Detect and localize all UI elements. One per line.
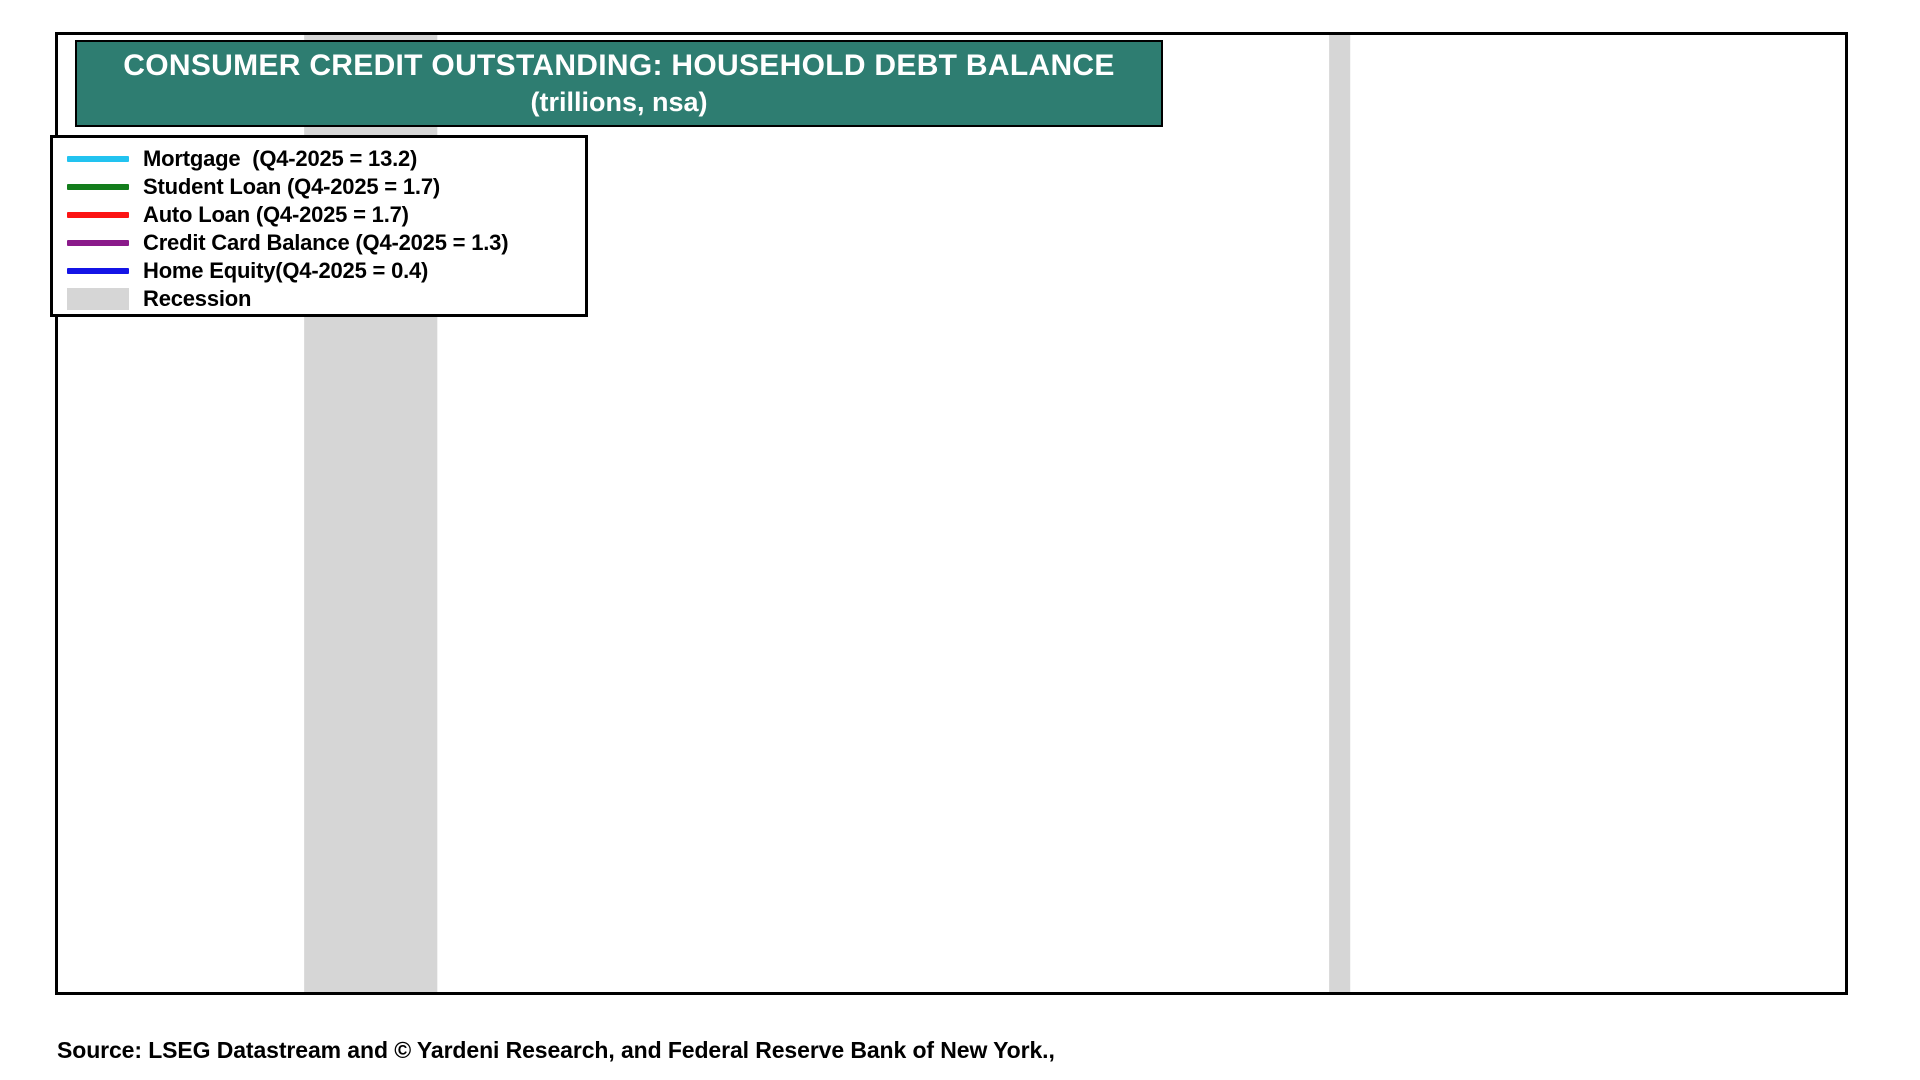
legend-item-label: Recession	[143, 286, 252, 311]
legend-item-label: Credit Card Balance (Q4-2025 = 1.3)	[143, 230, 509, 255]
legend-item-label: Student Loan (Q4-2025 = 1.7)	[143, 174, 440, 199]
chart-title: CONSUMER CREDIT OUTSTANDING: HOUSEHOLD D…	[123, 49, 1115, 83]
legend-swatch-line	[67, 268, 129, 274]
legend-swatch-line	[67, 156, 129, 162]
legend-item-label: Home Equity(Q4-2025 = 0.4)	[143, 258, 429, 283]
source-note: Source: LSEG Datastream and © Yardeni Re…	[57, 1037, 1055, 1063]
legend-item: Home Equity(Q4-2025 = 0.4)	[67, 257, 585, 285]
chart-subtitle: (trillions, nsa)	[530, 86, 708, 117]
legend-item: Recession	[67, 285, 585, 313]
chart-title-banner: CONSUMER CREDIT OUTSTANDING: HOUSEHOLD D…	[75, 40, 1163, 127]
legend-item-label: Mortgage (Q4-2025 = 13.2)	[143, 146, 418, 171]
recession-band	[1329, 35, 1351, 992]
legend-swatch-line	[67, 184, 129, 190]
chart-legend: Mortgage (Q4-2025 = 13.2) Student Loan (Q…	[50, 135, 588, 317]
legend-item-label: Auto Loan (Q4-2025 = 1.7)	[143, 202, 409, 227]
legend-swatch-line	[67, 212, 129, 218]
legend-item: Credit Card Balance (Q4-2025 = 1.3)	[67, 229, 585, 257]
legend-swatch-recession	[67, 288, 129, 310]
legend-item: Mortgage (Q4-2025 = 13.2)	[67, 145, 585, 173]
legend-item: Student Loan (Q4-2025 = 1.7)	[67, 173, 585, 201]
legend-swatch-line	[67, 240, 129, 246]
legend-item: Auto Loan (Q4-2025 = 1.7)	[67, 201, 585, 229]
